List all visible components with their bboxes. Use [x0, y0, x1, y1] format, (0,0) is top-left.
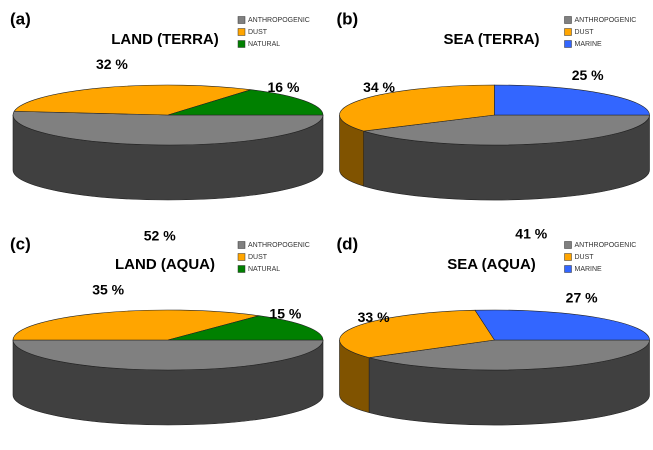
- panel-label: (a): [10, 9, 31, 28]
- chart-title: LAND (AQUA): [115, 256, 215, 273]
- legend-swatch: [237, 16, 246, 24]
- legend-swatch: [564, 40, 572, 48]
- legend-label: ANTHROPOGENIC: [575, 17, 637, 24]
- value-label: 32 %: [96, 56, 128, 72]
- legend-swatch: [237, 265, 246, 273]
- value-label: 33 %: [358, 309, 390, 325]
- panel-label: (b): [337, 9, 359, 28]
- value-label: 52 %: [144, 228, 176, 244]
- legend-swatch: [237, 40, 246, 48]
- pie-slice: [12, 339, 324, 371]
- legend-label: DUST: [248, 254, 268, 261]
- legend-label: NATURAL: [248, 266, 280, 273]
- legend-label: DUST: [575, 29, 595, 36]
- pie-slice: [12, 110, 324, 146]
- legend-label: ANTHROPOGENIC: [248, 17, 310, 24]
- legend-label: DUST: [248, 29, 268, 36]
- legend-label: MARINE: [575, 41, 603, 48]
- chart-title: LAND (TERRA): [111, 31, 218, 48]
- pie-panel: 52 % 32 % 16 % ANTHROPOGENIC DUST NATURAL (a) L…: [10, 9, 324, 244]
- value-label: 15 %: [269, 306, 301, 322]
- value-label: 25 %: [572, 67, 604, 83]
- value-label: 16 %: [267, 79, 299, 95]
- pie-slice: [339, 309, 496, 358]
- value-label: 27 %: [566, 289, 598, 305]
- pie-slice: [494, 84, 650, 116]
- legend-label: MARINE: [575, 266, 603, 273]
- pie-panel: 40 %33 %27 %ANTHROPOGENICDUSTMARINE(d)SE…: [337, 234, 650, 426]
- legend-swatch: [564, 28, 572, 36]
- pie-slice: [474, 309, 650, 341]
- pie-slice: [369, 339, 650, 371]
- legend-swatch: [564, 253, 572, 261]
- legend-label: DUST: [575, 254, 595, 261]
- value-label: 41 %: [515, 226, 547, 242]
- pie-panel: 41 % 34 % 25 % ANTHROPOGENIC DUST MARINE (b) SE…: [337, 9, 650, 242]
- legend-swatch: [237, 253, 246, 261]
- pie-slice: [339, 84, 495, 132]
- legend-swatch: [564, 265, 572, 273]
- pie-slice: [167, 89, 324, 116]
- legend-swatch: [564, 241, 572, 249]
- legend-label: ANTHROPOGENIC: [575, 242, 637, 249]
- chart-title: SEA (TERRA): [443, 31, 539, 48]
- pie-panel: 50 %35 %15 %ANTHROPOGENICDUSTNATURAL(c)L…: [10, 234, 324, 426]
- panel-label: (d): [337, 234, 359, 253]
- panel-label: (c): [10, 234, 31, 253]
- chart-title: SEA (AQUA): [447, 256, 536, 273]
- legend-label: ANTHROPOGENIC: [248, 242, 310, 249]
- pie-slice: [12, 309, 260, 341]
- legend-swatch: [564, 16, 572, 24]
- value-label: 35 %: [92, 282, 124, 298]
- pie-slice: [167, 315, 324, 341]
- value-label: 34 %: [363, 79, 395, 95]
- legend-label: NATURAL: [248, 41, 280, 48]
- legend-swatch: [237, 28, 246, 36]
- legend-swatch: [237, 241, 246, 249]
